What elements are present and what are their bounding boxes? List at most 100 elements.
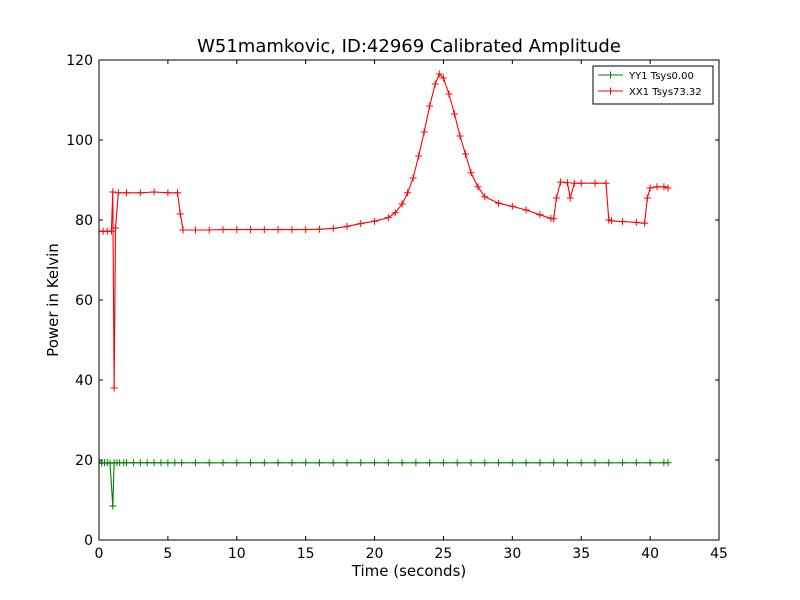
x-tick-label: 15 <box>297 546 315 562</box>
data-point <box>302 459 310 467</box>
legend-marker <box>607 87 614 95</box>
x-axis-label: Time (seconds) <box>351 562 467 580</box>
data-point <box>426 459 434 467</box>
data-point <box>247 226 255 234</box>
x-tick-label: 45 <box>710 546 728 562</box>
data-point <box>653 183 661 191</box>
data-point <box>329 459 337 467</box>
legend-marker <box>607 71 614 79</box>
data-point <box>664 459 672 467</box>
legend-box <box>592 65 714 105</box>
data-point <box>233 226 241 234</box>
data-point <box>176 210 184 218</box>
data-point <box>536 459 544 467</box>
y-tick-label: 100 <box>66 133 93 149</box>
data-point <box>343 459 351 467</box>
data-point <box>150 188 158 196</box>
data-point <box>522 206 530 214</box>
data-point <box>566 194 574 202</box>
data-point <box>420 128 428 136</box>
data-point <box>641 219 649 227</box>
y-tick-label: 60 <box>75 293 93 309</box>
data-point <box>357 459 365 467</box>
legend: YY1 Tsys0.00 XX1 Tsys73.32 <box>592 65 714 105</box>
data-point <box>431 80 439 88</box>
legend-label: YY1 Tsys0.00 <box>628 71 694 82</box>
x-tick-label: 0 <box>95 546 104 562</box>
data-point <box>536 211 544 219</box>
data-point <box>384 459 392 467</box>
data-point <box>508 459 516 467</box>
data-point <box>646 459 654 467</box>
series-0 <box>99 458 672 510</box>
data-point <box>591 179 599 187</box>
data-point <box>164 459 172 467</box>
data-point <box>274 226 282 234</box>
data-point <box>112 224 120 232</box>
x-tick-label: 40 <box>641 546 659 562</box>
data-point <box>415 152 423 160</box>
data-point <box>632 459 640 467</box>
data-point <box>136 189 144 197</box>
data-point <box>660 183 668 191</box>
data-point <box>435 70 443 78</box>
data-point <box>398 200 406 208</box>
data-point <box>219 226 227 234</box>
data-point <box>205 459 213 467</box>
data-point <box>605 459 613 467</box>
x-tick-label: 20 <box>366 546 384 562</box>
ticks-layer: 0 5 10 15 20 25 30 35 40 45 0 20 40 60 80 100 120 <box>66 53 728 562</box>
series-layer <box>99 70 672 510</box>
plot-area <box>99 60 719 540</box>
data-point <box>357 220 365 228</box>
data-point <box>274 459 282 467</box>
x-tick-label: 30 <box>503 546 521 562</box>
data-point <box>329 224 337 232</box>
data-point <box>205 226 213 234</box>
data-point <box>550 215 558 223</box>
data-point <box>453 459 461 467</box>
y-tick-label: 20 <box>75 453 93 469</box>
data-point <box>178 459 186 467</box>
data-point <box>315 459 323 467</box>
data-point <box>114 189 122 197</box>
data-point <box>109 502 117 510</box>
data-point <box>426 102 434 110</box>
data-point <box>445 90 453 98</box>
data-point <box>508 202 516 210</box>
data-point <box>247 459 255 467</box>
data-point <box>602 179 610 187</box>
data-point <box>409 174 417 182</box>
data-point <box>315 225 323 233</box>
y-axis-label: Power in Kelvin <box>44 243 62 357</box>
data-point <box>495 199 503 207</box>
data-point <box>563 179 571 187</box>
chart-title: W51mamkovic, ID:42969 Calibrated Amplitu… <box>197 36 621 57</box>
y-tick-label: 80 <box>75 213 93 229</box>
data-point <box>179 226 187 234</box>
data-point <box>481 459 489 467</box>
data-point <box>288 459 296 467</box>
data-point <box>233 459 241 467</box>
data-point <box>619 459 627 467</box>
data-point <box>439 74 447 82</box>
data-point <box>164 189 172 197</box>
data-point <box>619 218 627 226</box>
data-point <box>608 217 616 225</box>
data-point <box>107 227 115 235</box>
data-point <box>563 459 571 467</box>
data-point <box>398 459 406 467</box>
data-point <box>260 226 268 234</box>
x-tick-label: 5 <box>163 546 172 562</box>
data-point <box>371 459 379 467</box>
data-point <box>343 222 351 230</box>
data-point <box>467 169 475 177</box>
data-point <box>467 459 475 467</box>
data-point <box>174 189 182 197</box>
data-point <box>110 384 118 392</box>
data-point <box>150 459 158 467</box>
data-point <box>481 193 489 201</box>
data-point <box>557 178 565 186</box>
data-point <box>123 189 131 197</box>
y-tick-label: 40 <box>75 373 93 389</box>
